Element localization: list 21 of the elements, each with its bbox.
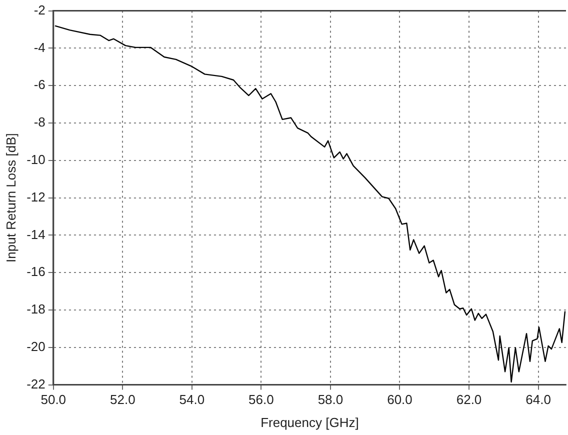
x-tick-label: 50.0 [40,392,66,408]
y-tick-label: -18 [26,302,46,317]
y-tick-label: -2 [34,2,46,18]
x-tick-label: 60.0 [387,392,412,408]
y-tick-label: -20 [26,338,46,354]
y-tick-label: -8 [34,114,46,130]
y-tick-label: -10 [26,152,46,167]
x-tick-label: 62.0 [456,392,482,408]
y-axis-title: Input Return Loss [dB] [3,133,18,262]
x-tick-label: 52.0 [110,392,136,408]
x-tick-label: 58.0 [318,392,344,408]
x-tick-label: 56.0 [248,392,274,408]
x-axis-title: Frequency [GHz] [260,414,359,430]
y-tick-label: -22 [26,376,46,392]
y-tick-label: -4 [34,40,46,55]
y-tick-label: -14 [26,226,46,242]
y-tick-label: -16 [26,264,46,280]
y-tick-label: -12 [26,189,46,204]
x-tick-label: 54.0 [179,392,205,408]
y-tick-label: -6 [34,77,46,92]
x-tick-label: 64.0 [526,392,551,408]
